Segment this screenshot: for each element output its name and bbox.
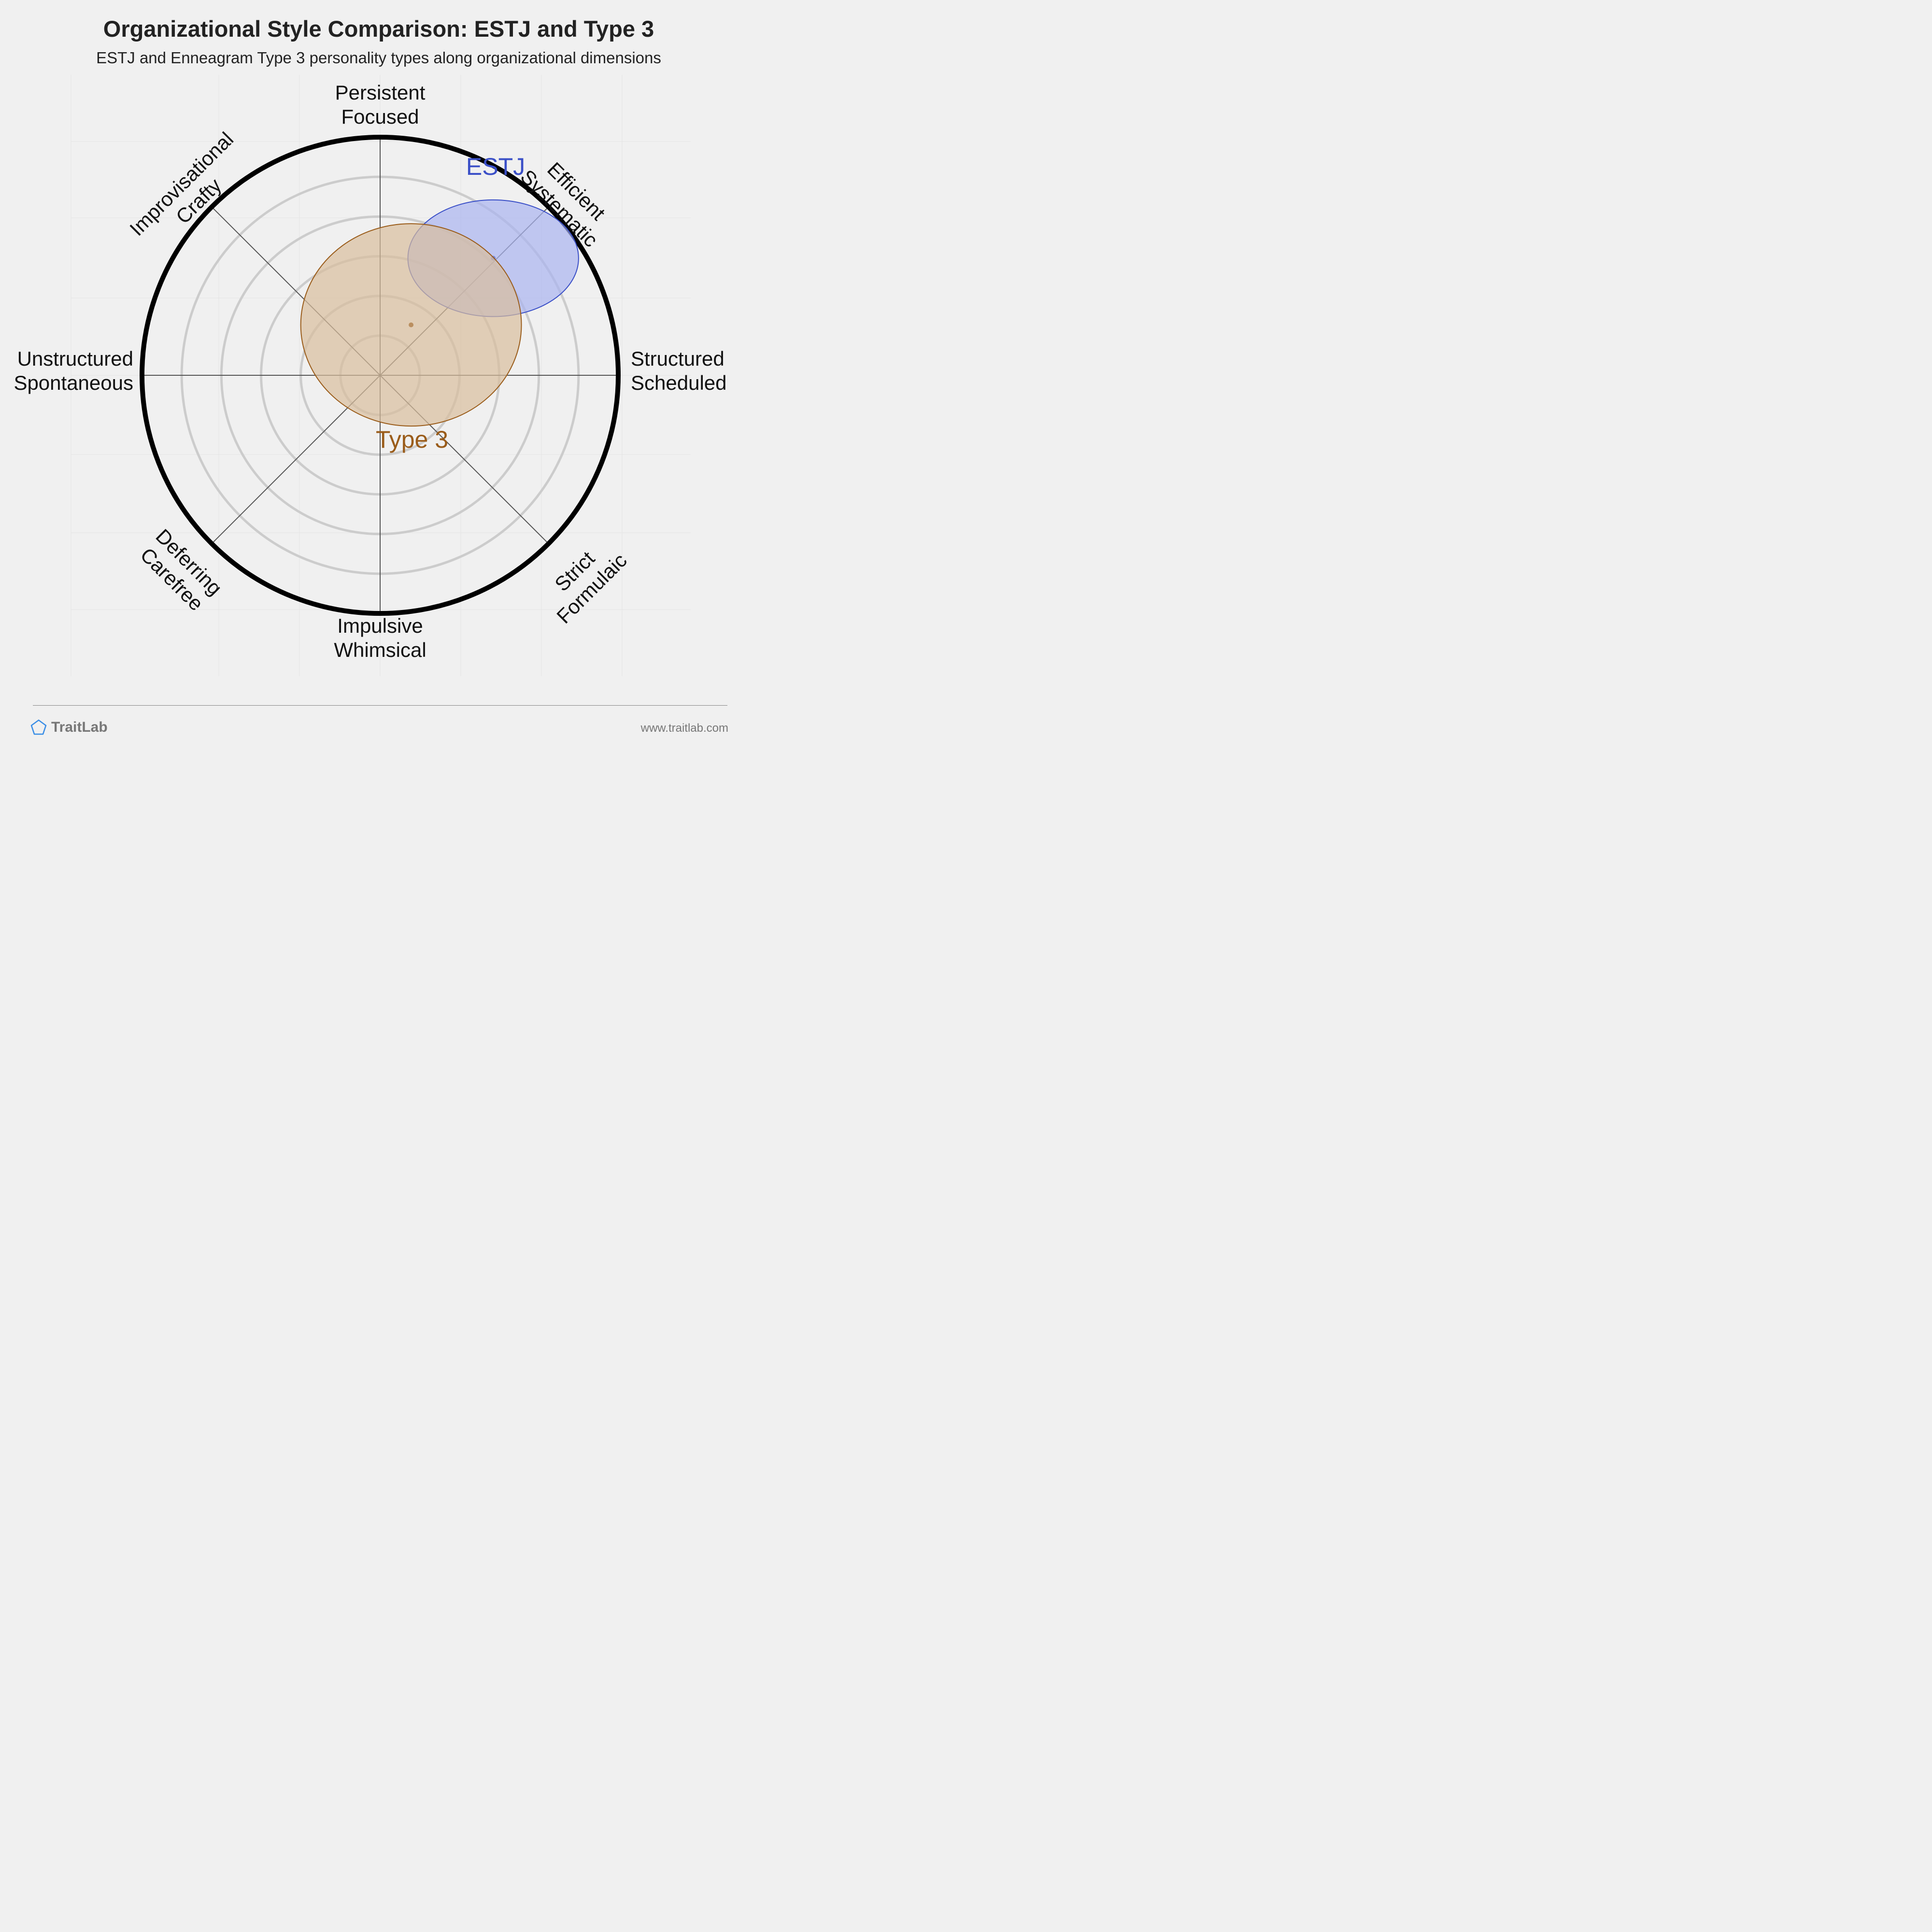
footer-divider [33,705,727,706]
chart-title: Organizational Style Comparison: ESTJ an… [103,16,654,42]
series-label: Type 3 [376,426,448,453]
axis-label-line: Whimsical [334,639,426,661]
axis-label: Impulsive Whimsical [334,614,426,661]
type-3-point [409,322,414,327]
axis-label-line: Impulsive [337,614,423,637]
axis-label: Structured Scheduled [631,347,727,394]
series-layer: ESTJ Type 3 [300,153,579,453]
axis-label: DeferringCarefree [134,525,227,617]
brand-name: TraitLab [51,719,108,735]
axis-label-line: Focused [341,105,419,128]
axis-label: StrictFormulaic [535,532,631,628]
axis-label-line: Structured [631,347,724,370]
outer-ring [140,135,621,616]
axis-label-line: Improvisational [125,128,238,240]
chart-subtitle: ESTJ and Enneagram Type 3 personality ty… [96,49,661,67]
axis-label: Persistent Focused [335,81,426,128]
axis-label-line: Spontaneous [14,371,133,394]
axis-label-line: Scheduled [631,371,727,394]
axis-label-line: Persistent [335,81,426,104]
pentagon-icon [30,719,47,735]
outer-circle [140,135,621,616]
series-label: ESTJ [466,153,525,180]
axis-label-line: Unstructured [17,347,133,370]
brand-logo[interactable]: TraitLab [30,719,108,736]
footer-url[interactable]: www.traitlab.com [640,722,728,735]
axis-label: Unstructured Spontaneous [14,347,133,394]
